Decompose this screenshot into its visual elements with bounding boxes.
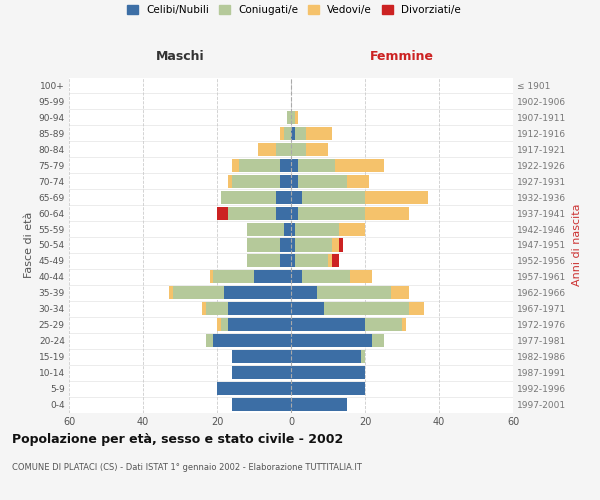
Bar — [291, 350, 361, 363]
Bar — [409, 302, 424, 316]
Bar — [291, 206, 298, 220]
Bar — [347, 174, 368, 188]
Bar — [328, 254, 332, 268]
Bar — [339, 222, 365, 235]
Bar — [247, 254, 280, 268]
Bar — [228, 206, 276, 220]
Bar — [291, 382, 365, 395]
Text: Popolazione per età, sesso e stato civile - 2002: Popolazione per età, sesso e stato civil… — [12, 432, 343, 446]
Bar — [280, 254, 291, 268]
Bar — [291, 158, 298, 172]
Bar — [365, 206, 409, 220]
Bar — [232, 174, 280, 188]
Bar — [291, 318, 365, 332]
Text: Femmine: Femmine — [370, 50, 434, 62]
Bar — [291, 334, 373, 347]
Bar — [280, 238, 291, 252]
Bar — [302, 270, 350, 283]
Bar — [365, 190, 428, 203]
Bar — [214, 270, 254, 283]
Bar — [291, 254, 295, 268]
Y-axis label: Anni di nascita: Anni di nascita — [572, 204, 582, 286]
Bar — [332, 254, 339, 268]
Bar — [280, 158, 291, 172]
Bar — [276, 142, 291, 156]
Bar — [339, 238, 343, 252]
Bar — [258, 142, 276, 156]
Bar — [291, 111, 295, 124]
Bar — [232, 158, 239, 172]
Bar — [232, 398, 291, 411]
Bar — [228, 318, 291, 332]
Bar — [214, 334, 291, 347]
Bar — [365, 318, 402, 332]
Bar — [291, 190, 302, 203]
Bar — [221, 190, 276, 203]
Bar — [284, 127, 291, 140]
Bar — [232, 350, 291, 363]
Bar — [169, 286, 173, 300]
Bar — [239, 158, 280, 172]
Bar — [302, 190, 365, 203]
Bar — [228, 302, 291, 316]
Bar — [350, 270, 373, 283]
Bar — [291, 366, 365, 379]
Bar — [295, 127, 306, 140]
Bar — [295, 238, 332, 252]
Bar — [206, 302, 228, 316]
Bar — [335, 158, 383, 172]
Bar — [217, 318, 221, 332]
Bar — [287, 111, 291, 124]
Bar — [317, 286, 391, 300]
Bar — [291, 127, 295, 140]
Bar — [306, 127, 332, 140]
Bar — [291, 398, 347, 411]
Bar — [391, 286, 409, 300]
Bar — [295, 222, 339, 235]
Bar — [280, 127, 284, 140]
Bar — [325, 302, 409, 316]
Bar — [361, 350, 365, 363]
Bar — [228, 174, 232, 188]
Bar — [291, 142, 306, 156]
Bar — [402, 318, 406, 332]
Bar — [291, 302, 325, 316]
Bar — [298, 206, 365, 220]
Y-axis label: Fasce di età: Fasce di età — [25, 212, 34, 278]
Bar — [332, 238, 339, 252]
Bar — [173, 286, 224, 300]
Bar — [373, 334, 383, 347]
Bar — [291, 286, 317, 300]
Bar — [284, 222, 291, 235]
Bar — [276, 206, 291, 220]
Bar — [217, 382, 291, 395]
Bar — [295, 111, 298, 124]
Bar — [276, 190, 291, 203]
Bar — [291, 238, 295, 252]
Bar — [298, 158, 335, 172]
Legend: Celibi/Nubili, Coniugati/e, Vedovi/e, Divorziati/e: Celibi/Nubili, Coniugati/e, Vedovi/e, Di… — [123, 1, 465, 20]
Bar — [280, 174, 291, 188]
Bar — [306, 142, 328, 156]
Bar — [247, 238, 280, 252]
Bar — [291, 270, 302, 283]
Bar — [295, 254, 328, 268]
Bar — [217, 206, 228, 220]
Bar — [224, 286, 291, 300]
Text: COMUNE DI PLATACI (CS) - Dati ISTAT 1° gennaio 2002 - Elaborazione TUTTITALIA.IT: COMUNE DI PLATACI (CS) - Dati ISTAT 1° g… — [12, 462, 362, 471]
Bar — [298, 174, 347, 188]
Bar — [254, 270, 291, 283]
Bar — [291, 174, 298, 188]
Text: Maschi: Maschi — [155, 50, 205, 62]
Bar — [221, 318, 228, 332]
Bar — [232, 366, 291, 379]
Bar — [209, 270, 214, 283]
Bar — [202, 302, 206, 316]
Bar — [247, 222, 284, 235]
Bar — [206, 334, 214, 347]
Bar — [291, 222, 295, 235]
